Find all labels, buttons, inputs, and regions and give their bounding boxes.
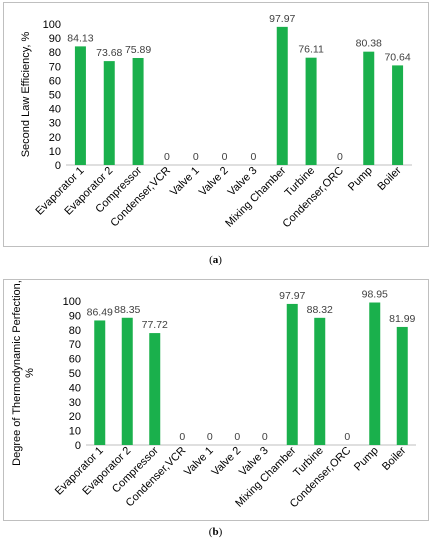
caption-a-letter: a bbox=[212, 254, 219, 266]
chart-panel-b: Degree of Thermodynamic Perfection,% 0 10 2… bbox=[0, 275, 431, 550]
y-tick-label: 70 bbox=[49, 61, 61, 73]
y-tick-label: 20 bbox=[69, 411, 81, 423]
bar bbox=[74, 46, 86, 165]
data-label: 97.97 bbox=[279, 290, 305, 302]
x-category-label: Valve 1 bbox=[182, 445, 216, 479]
x-category-label: Pump bbox=[346, 165, 375, 194]
y-tick-label: 90 bbox=[49, 33, 61, 45]
x-category-label: Boiler bbox=[380, 444, 409, 473]
y-tick-label: 70 bbox=[69, 339, 81, 351]
panel-caption-b: (b) bbox=[0, 526, 431, 538]
data-label: 0 bbox=[193, 151, 199, 163]
data-label: 80.38 bbox=[356, 38, 382, 50]
y-tick-label: 80 bbox=[49, 47, 61, 59]
y-tick-label: 60 bbox=[69, 354, 81, 366]
data-label: 98.95 bbox=[362, 289, 388, 301]
caption-b-open: ( bbox=[208, 526, 213, 538]
y-tick-label: 10 bbox=[49, 146, 61, 158]
bar bbox=[314, 317, 326, 445]
bar bbox=[392, 65, 404, 165]
chart-a-svg: Second Law Efficiency, % 0 10 20 30 40 50 60 70 8… bbox=[20, 13, 412, 230]
bar bbox=[369, 302, 381, 445]
y-tick-label: 30 bbox=[49, 118, 61, 130]
y-axis-title: Second Law Efficiency, % bbox=[20, 32, 32, 158]
bar bbox=[94, 320, 106, 445]
y-tick-label: 50 bbox=[69, 368, 81, 380]
data-label: 97.97 bbox=[269, 13, 295, 25]
x-category-label: Valve 2 bbox=[197, 165, 231, 199]
data-label: 0 bbox=[222, 151, 228, 163]
caption-a-open: ( bbox=[209, 254, 213, 266]
data-label: 88.32 bbox=[307, 304, 333, 316]
x-category-label: Valve 1 bbox=[168, 165, 202, 199]
bar bbox=[286, 303, 298, 445]
y-axis-title-line: Degree of Thermodynamic Perfection, bbox=[11, 280, 23, 466]
data-label: 77.72 bbox=[142, 319, 168, 331]
bar bbox=[149, 333, 161, 445]
y-tick-label: 20 bbox=[49, 132, 61, 144]
y-tick-label: 10 bbox=[69, 426, 81, 438]
y-tick-label: 30 bbox=[69, 397, 81, 409]
y-tick-label: 100 bbox=[43, 19, 61, 31]
data-label: 0 bbox=[337, 151, 343, 163]
x-category-label: Boiler bbox=[375, 164, 404, 193]
caption-b-letter: b bbox=[212, 526, 219, 538]
bar bbox=[305, 57, 317, 165]
bar bbox=[396, 326, 408, 445]
data-label: 0 bbox=[179, 431, 185, 443]
data-label: 88.35 bbox=[114, 304, 140, 316]
y-tick-label: 50 bbox=[49, 90, 61, 102]
y-axis-title-line: % bbox=[24, 368, 36, 378]
bar bbox=[121, 317, 133, 445]
chart-panel-a: Second Law Efficiency, % 0 10 20 30 40 50 60 70 8… bbox=[0, 0, 431, 270]
bar bbox=[276, 26, 288, 165]
caption-a-close: ) bbox=[218, 254, 222, 266]
x-category-label: Pump bbox=[352, 445, 381, 474]
data-label: 0 bbox=[262, 431, 268, 443]
bar bbox=[103, 61, 115, 165]
data-label: 76.11 bbox=[298, 44, 324, 56]
data-label: 0 bbox=[207, 431, 213, 443]
y-tick-label: 90 bbox=[69, 310, 81, 322]
x-category-label: Valve 2 bbox=[210, 445, 244, 479]
data-label: 0 bbox=[344, 431, 350, 443]
panel-caption-a: (a) bbox=[0, 254, 431, 266]
data-label: 86.49 bbox=[87, 306, 113, 318]
y-tick-label: 0 bbox=[55, 160, 61, 172]
chart-frame-a: Second Law Efficiency, % 0 10 20 30 40 50 60 70 8… bbox=[3, 2, 429, 247]
y-tick-label: 60 bbox=[49, 75, 61, 87]
y-tick-label: 0 bbox=[75, 440, 81, 452]
data-label: 81.99 bbox=[389, 313, 415, 325]
y-tick-label: 40 bbox=[49, 104, 61, 116]
data-label: 70.64 bbox=[384, 51, 410, 63]
data-label: 0 bbox=[234, 431, 240, 443]
y-axis-title: Degree of Thermodynamic Perfection,% bbox=[11, 280, 36, 466]
bar bbox=[132, 57, 144, 165]
y-tick-label: 80 bbox=[69, 325, 81, 337]
chart-frame-b: Degree of Thermodynamic Perfection,% 0 10 2… bbox=[3, 279, 429, 521]
caption-b-close: ) bbox=[218, 526, 223, 538]
data-label: 84.13 bbox=[67, 32, 93, 44]
data-label: 75.89 bbox=[125, 44, 151, 56]
data-label: 73.68 bbox=[96, 47, 122, 59]
y-tick-label: 40 bbox=[69, 382, 81, 394]
data-label: 0 bbox=[250, 151, 256, 163]
data-label: 0 bbox=[164, 151, 170, 163]
chart-b-svg: Degree of Thermodynamic Perfection,% 0 10 2… bbox=[11, 280, 416, 510]
bar bbox=[363, 51, 375, 165]
y-tick-label: 100 bbox=[63, 296, 81, 308]
